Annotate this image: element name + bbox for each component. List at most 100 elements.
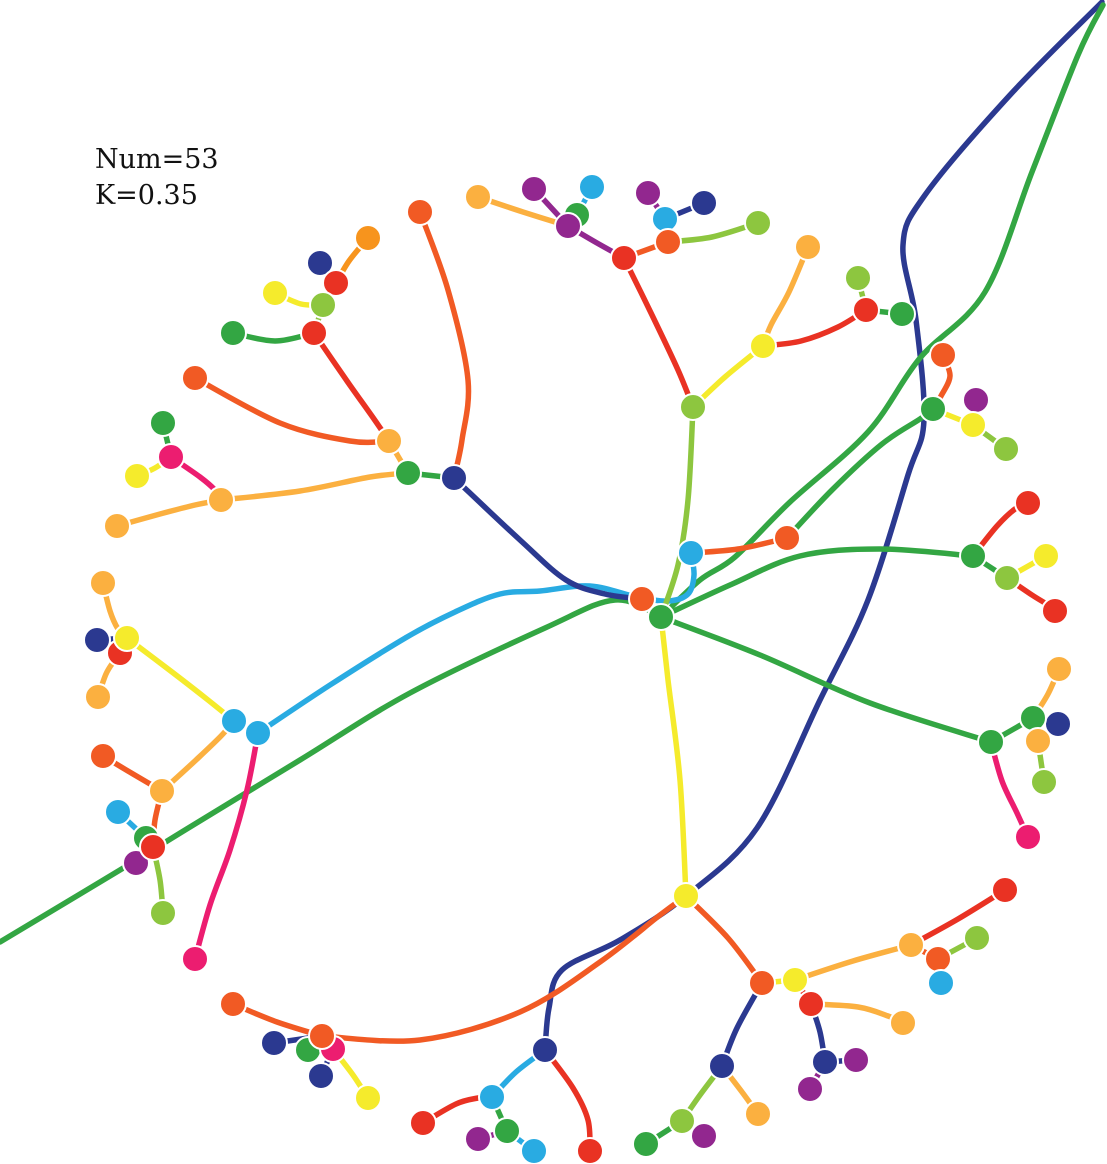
graph-node (220, 707, 248, 735)
graph-node (1014, 489, 1042, 517)
graph-node (440, 464, 468, 492)
graph-node (1032, 542, 1060, 570)
graph-node (962, 386, 990, 414)
graph-edge (319, 893, 689, 1044)
graph-node (493, 1117, 521, 1145)
graph-edge (417, 209, 472, 481)
graph-node (924, 945, 952, 973)
graph-edge (760, 244, 811, 349)
graph-node (1041, 597, 1069, 625)
graph-node (307, 1062, 335, 1090)
graph-node (811, 1048, 839, 1076)
graph-node (690, 189, 718, 217)
graph-node (744, 209, 772, 237)
graph-node (123, 462, 151, 490)
graph-edge (124, 635, 237, 724)
graph-node (89, 742, 117, 770)
graph-node (888, 300, 916, 328)
graph-node (634, 179, 662, 207)
graph-node (394, 459, 422, 487)
graph-edge (192, 375, 392, 446)
graph-edge (658, 404, 696, 620)
graph-node (104, 798, 132, 826)
graph-node (260, 1029, 288, 1057)
graph-node (181, 364, 209, 392)
graph-node (1024, 727, 1052, 755)
graph-node (889, 1009, 917, 1037)
graph-node (977, 728, 1005, 756)
graph-edge (0, 597, 664, 945)
graph-node (959, 411, 987, 439)
graph-node (309, 291, 337, 319)
graph-node (113, 624, 141, 652)
graph-node (244, 719, 272, 747)
graph-node (520, 175, 548, 203)
graph-node (677, 539, 705, 567)
graph-node (148, 777, 176, 805)
graph-node (578, 173, 606, 201)
graph-node (672, 882, 700, 910)
graph-node (651, 205, 679, 233)
graph-edge (451, 475, 645, 602)
graph-node (794, 233, 822, 261)
graph-edge (683, 893, 765, 986)
graph-node (748, 969, 776, 997)
graph-node (207, 486, 235, 514)
graph-node (610, 244, 638, 272)
graph-edge (808, 1001, 906, 1026)
graph-node (929, 341, 957, 369)
graph-edge (114, 497, 224, 529)
graph-edge (658, 614, 994, 745)
graph-node (992, 435, 1020, 463)
graph-node (520, 1137, 548, 1164)
graph-edge (658, 2, 1106, 620)
graph-node (844, 264, 872, 292)
graph-node (300, 319, 328, 347)
graph-node (708, 1052, 736, 1080)
graph-node (322, 269, 350, 297)
graph-node (83, 626, 111, 654)
graph-node (959, 542, 987, 570)
graph-edge (255, 550, 697, 736)
graph-node (139, 833, 167, 861)
graph-edge (192, 730, 261, 962)
graph-node (157, 443, 185, 471)
graph-node (531, 1036, 559, 1064)
graph-node (668, 1107, 696, 1135)
graph-node (122, 849, 150, 877)
graph-node (409, 1109, 437, 1137)
graph-edge (792, 942, 914, 983)
graph-node (628, 585, 656, 613)
graph-edge (658, 614, 689, 899)
graph-node (773, 524, 801, 552)
k-label: K=0.35 (95, 180, 198, 211)
graph-node (796, 1075, 824, 1103)
graph-node (1045, 655, 1073, 683)
graph-node (927, 969, 955, 997)
graph-node (690, 1122, 718, 1150)
graph-edge (542, 1047, 593, 1154)
graph-node (1019, 704, 1047, 732)
graph-node (744, 1100, 772, 1128)
graph-node (749, 332, 777, 360)
graph-node (1030, 768, 1058, 796)
graph-node (654, 228, 682, 256)
graph-node (554, 212, 582, 240)
graph-node (181, 945, 209, 973)
graph-edge (658, 546, 976, 620)
graph-node (897, 931, 925, 959)
graph-node (963, 924, 991, 952)
graph-edge (688, 535, 790, 556)
graph-node (103, 512, 131, 540)
graph-node (1014, 823, 1042, 851)
graph-edge (988, 739, 1031, 840)
graph-node (842, 1046, 870, 1074)
graph-edge (621, 255, 696, 410)
graph-edge (542, 0, 1105, 1053)
graph-node (797, 990, 825, 1018)
graph-node (781, 966, 809, 994)
num-label: Num=53 (95, 144, 219, 175)
graph-node (464, 183, 492, 211)
graph-node (464, 1125, 492, 1153)
